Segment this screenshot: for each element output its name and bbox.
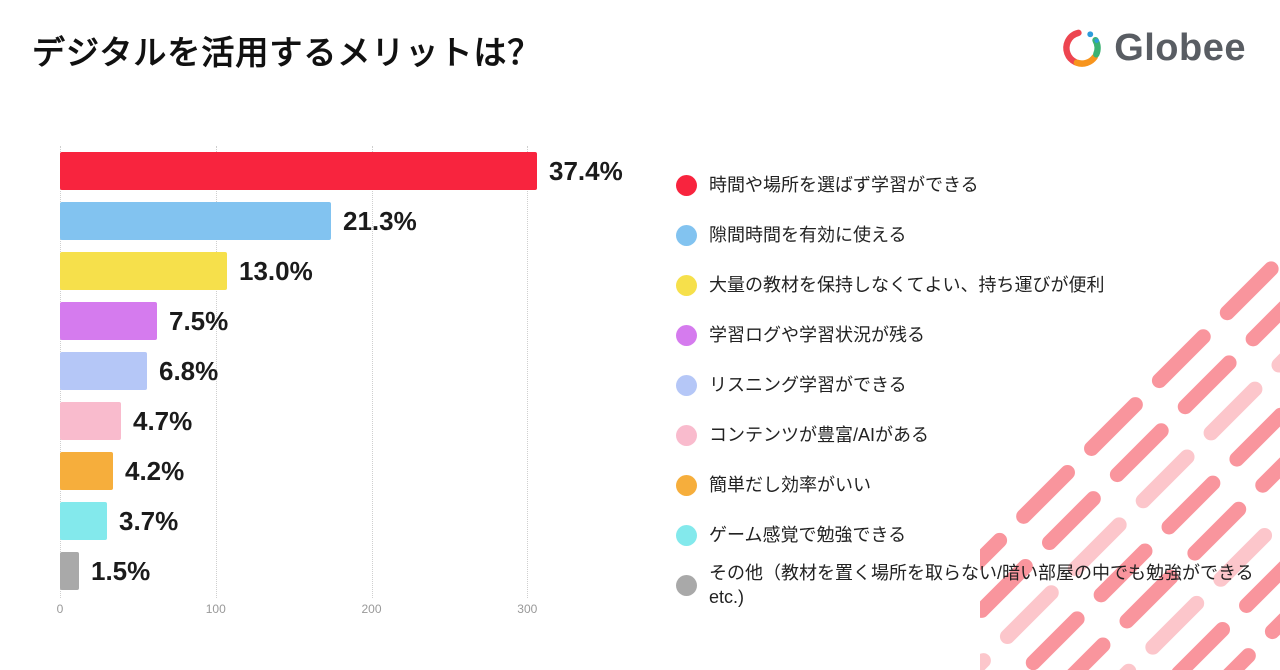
bar-row: 21.3% <box>60 196 417 246</box>
legend-label: リスニング学習ができる <box>709 374 907 395</box>
legend-label: 大量の教材を保持しなくてよい、持ち運びが便利 <box>709 274 1105 295</box>
legend-dot-icon <box>676 574 697 596</box>
bar <box>60 252 227 290</box>
bar <box>60 152 537 190</box>
bar-row: 1.5% <box>60 546 150 596</box>
bar-value-label: 13.0% <box>239 255 313 286</box>
legend-item: 簡単だし効率がいい <box>676 460 1254 510</box>
legend-label: コンテンツが豊富/AIがある <box>709 424 930 445</box>
legend-label: 隙間時間を有効に使える <box>709 224 907 245</box>
bar-value-label: 4.2% <box>125 455 185 486</box>
x-axis-tick-label: 200 <box>361 602 382 616</box>
bar-row: 37.4% <box>60 146 623 196</box>
legend-item: 隙間時間を有効に使える <box>676 210 1254 260</box>
legend-dot-icon <box>676 474 697 496</box>
globee-logo: Globee <box>1060 26 1246 70</box>
bar-chart: 37.4% 21.3% 13.0% 7.5% 6.8% 4.7% 4.2% 3.7% 1.5% <box>60 146 623 598</box>
legend-dot-icon <box>676 274 697 296</box>
x-axis: 0 100 200 300 <box>56 602 560 618</box>
bar-row: 13.0% <box>60 246 313 296</box>
bar <box>60 452 113 490</box>
gridline-200 <box>371 146 373 598</box>
x-axis-tick-label: 0 <box>56 602 64 616</box>
legend-item: ゲーム感覚で勉強できる <box>676 510 1254 560</box>
legend-dot-icon <box>676 374 697 396</box>
legend-dot-icon <box>676 424 697 446</box>
bar <box>60 352 147 390</box>
bar-value-label: 6.8% <box>159 355 219 386</box>
legend-item: 学習ログや学習状況が残る <box>676 310 1254 360</box>
bar-value-label: 37.4% <box>549 155 623 186</box>
legend-label: ゲーム感覚で勉強できる <box>709 524 907 545</box>
bar-value-label: 4.7% <box>133 405 193 436</box>
page-title: デジタルを活用するメリットは？ <box>32 34 542 71</box>
legend-item: リスニング学習ができる <box>676 360 1254 410</box>
legend-dot-icon <box>676 324 697 346</box>
legend-item: 時間や場所を選ばず学習ができる <box>676 160 1254 210</box>
legend-item: その他（教材を置く場所を取らない/暗い部屋の中でも勉強ができるetc.) <box>676 560 1254 610</box>
bar-row: 7.5% <box>60 296 228 346</box>
bar-row: 4.2% <box>60 446 184 496</box>
legend-dot-icon <box>676 174 697 196</box>
legend-label: 学習ログや学習状況が残る <box>709 324 925 345</box>
bar <box>60 502 107 540</box>
globee-logo-icon <box>1060 26 1104 70</box>
bar-row: 6.8% <box>60 346 218 396</box>
x-axis-tick-label: 300 <box>517 602 538 616</box>
globee-logo-text: Globee <box>1114 26 1246 69</box>
legend-label: その他（教材を置く場所を取らない/暗い部屋の中でも勉強ができるetc.) <box>709 562 1254 607</box>
bar-row: 4.7% <box>60 396 192 446</box>
bar-value-label: 3.7% <box>119 505 179 536</box>
legend-item: 大量の教材を保持しなくてよい、持ち運びが便利 <box>676 260 1254 310</box>
gridline-300 <box>527 146 529 598</box>
legend-dot-icon <box>676 524 697 546</box>
legend-label: 時間や場所を選ばず学習ができる <box>709 174 979 195</box>
bar <box>60 552 79 590</box>
bar-value-label: 21.3% <box>343 205 417 236</box>
bar <box>60 302 157 340</box>
bar-value-label: 7.5% <box>169 305 229 336</box>
bar-value-label: 1.5% <box>91 555 151 586</box>
chart-legend: 時間や場所を選ばず学習ができる 隙間時間を有効に使える大量の教材を保持しなくてよい… <box>676 160 1254 610</box>
bar-row: 3.7% <box>60 496 178 546</box>
x-axis-tick-label: 100 <box>205 602 226 616</box>
legend-item: コンテンツが豊富/AIがある <box>676 410 1254 460</box>
gridline-100 <box>215 146 217 598</box>
legend-dot-icon <box>676 224 697 246</box>
bar <box>60 402 121 440</box>
bar <box>60 202 331 240</box>
legend-label: 簡単だし効率がいい <box>709 474 871 495</box>
